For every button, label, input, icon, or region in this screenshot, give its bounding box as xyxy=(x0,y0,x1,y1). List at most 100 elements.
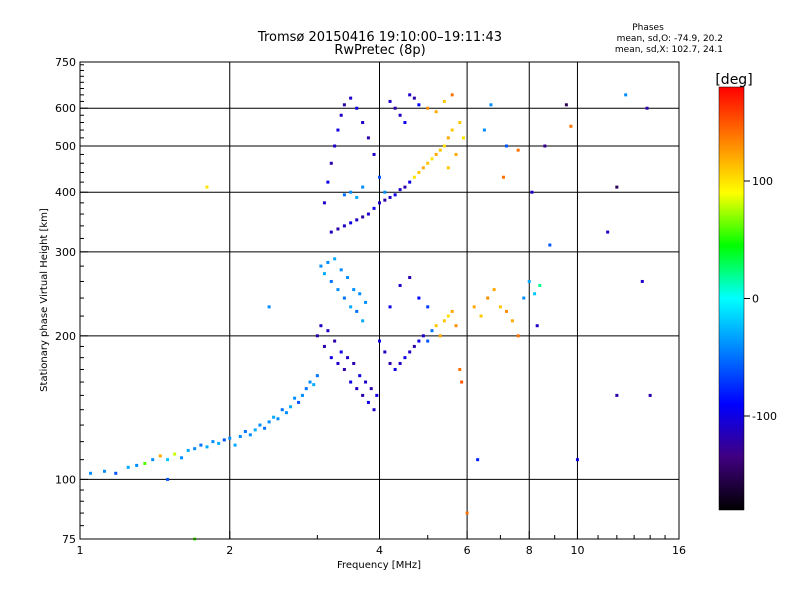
data-point xyxy=(333,339,337,343)
data-point xyxy=(349,221,353,225)
data-point xyxy=(378,201,381,205)
data-point xyxy=(366,212,370,216)
data-point xyxy=(375,393,379,397)
data-point xyxy=(355,106,359,110)
data-point xyxy=(489,103,493,107)
data-point xyxy=(461,136,465,140)
data-point xyxy=(450,93,454,97)
data-point xyxy=(492,288,496,292)
data-point xyxy=(89,471,93,475)
data-point xyxy=(293,396,297,400)
data-point xyxy=(438,148,442,152)
data-point xyxy=(504,309,508,313)
data-point xyxy=(564,103,568,107)
data-point xyxy=(372,152,376,156)
data-point xyxy=(442,99,446,103)
data-point xyxy=(486,296,490,300)
data-point xyxy=(358,374,362,378)
data-point xyxy=(339,268,343,272)
data-point xyxy=(199,443,203,447)
data-point xyxy=(527,279,531,283)
data-point xyxy=(312,383,316,387)
data-point xyxy=(342,367,346,371)
data-point xyxy=(333,144,337,148)
data-point xyxy=(342,224,346,228)
colorbar-ticks: 100 0 -100 xyxy=(744,175,777,423)
y-tick-label: 600 xyxy=(55,102,76,115)
data-point xyxy=(408,276,412,280)
data-point xyxy=(417,296,421,300)
x-tick-label: 16 xyxy=(672,544,686,557)
data-point xyxy=(366,400,370,404)
data-point xyxy=(458,367,462,371)
data-point xyxy=(398,113,402,117)
data-point xyxy=(460,380,464,384)
data-point xyxy=(346,356,350,360)
data-point xyxy=(217,441,221,445)
data-point xyxy=(417,339,421,343)
chart-title: Tromsø 20150416 19:10:00–19:11:43 xyxy=(257,30,502,45)
data-point xyxy=(450,128,454,132)
data-point xyxy=(315,374,319,378)
data-point xyxy=(393,367,397,371)
data-point xyxy=(346,276,350,280)
data-point xyxy=(426,305,430,309)
data-point xyxy=(258,423,262,427)
colorbar-tick-label: -100 xyxy=(752,410,777,423)
data-point xyxy=(479,314,483,318)
data-point xyxy=(263,426,267,430)
data-point xyxy=(322,344,326,348)
data-point xyxy=(510,319,514,323)
data-point xyxy=(355,195,359,199)
data-point xyxy=(398,283,402,287)
data-point xyxy=(624,93,628,97)
x-tick-label: 2 xyxy=(226,544,233,557)
data-point xyxy=(408,93,412,97)
data-point xyxy=(284,411,288,415)
data-point xyxy=(417,103,421,107)
x-tick-label: 10 xyxy=(570,544,584,557)
data-point xyxy=(372,408,376,412)
data-point xyxy=(238,435,242,439)
x-axis-ticks: 1 2 4 6 8 10 16 xyxy=(77,531,686,557)
data-point xyxy=(243,430,247,434)
data-points xyxy=(89,93,652,541)
y-tick-label: 75 xyxy=(62,533,76,546)
data-point xyxy=(326,260,330,264)
data-point xyxy=(450,309,454,313)
data-point xyxy=(516,334,520,338)
data-point xyxy=(342,296,346,300)
data-point xyxy=(458,121,462,125)
data-point xyxy=(319,324,323,328)
data-point xyxy=(361,121,365,125)
data-point xyxy=(543,144,547,148)
data-point xyxy=(426,106,430,110)
colorbar-tick-label: 100 xyxy=(752,175,773,188)
data-point xyxy=(289,405,293,409)
phases-line-o: mean, sd,O: -74.9, 20.2 xyxy=(617,34,723,44)
data-point xyxy=(280,408,284,412)
data-point xyxy=(349,305,353,309)
data-point xyxy=(372,206,376,210)
data-point xyxy=(349,96,353,100)
data-point xyxy=(403,356,407,360)
data-point xyxy=(322,272,326,276)
data-point xyxy=(173,452,177,456)
data-point xyxy=(205,445,209,449)
data-point xyxy=(352,288,356,292)
data-point xyxy=(102,469,106,473)
data-point xyxy=(498,305,502,309)
data-point xyxy=(417,170,421,174)
data-point xyxy=(248,433,252,437)
data-point xyxy=(364,380,368,384)
data-point xyxy=(393,106,397,110)
data-point xyxy=(454,324,458,328)
data-point xyxy=(454,152,458,156)
data-point xyxy=(615,185,619,189)
data-point xyxy=(329,161,333,165)
data-point xyxy=(393,193,397,197)
data-point xyxy=(315,334,319,338)
data-point xyxy=(308,380,312,384)
y-tick-label: 750 xyxy=(55,56,76,69)
